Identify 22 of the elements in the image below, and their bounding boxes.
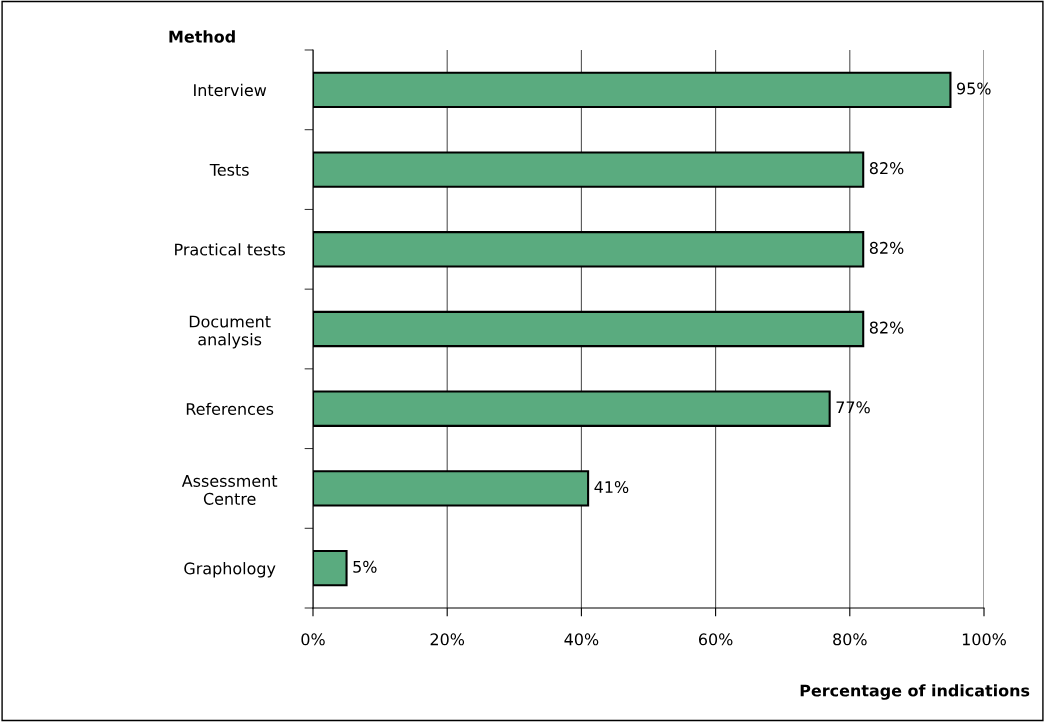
data-label: 82% — [869, 241, 904, 254]
y-tick-label: Tests — [209, 163, 249, 176]
y-tick-label: Assessment Centre — [181, 475, 278, 505]
y-axis-title: Method — [169, 30, 235, 43]
x-axis-title: Percentage of indications — [800, 684, 1030, 700]
x-tick-label: 0% — [301, 633, 325, 646]
y-tick-label: Graphology — [184, 562, 276, 578]
y-tick-label: Practical tests — [175, 243, 286, 256]
y-tick-label: References — [186, 402, 274, 416]
x-tick-label: 20% — [430, 633, 465, 646]
data-label: 82% — [869, 321, 904, 334]
y-tick-label: Interview — [194, 83, 267, 97]
x-tick-label: 60% — [698, 633, 733, 646]
x-tick-label: 80% — [833, 633, 867, 646]
data-label: 95% — [957, 82, 991, 95]
data-label: 82% — [869, 162, 904, 175]
y-tick-label: Document analysis — [189, 315, 271, 349]
data-label: 77% — [836, 401, 870, 414]
x-tick-label: 40% — [564, 633, 599, 646]
data-label: 5% — [353, 560, 377, 573]
x-tick-label: 100% — [962, 633, 1006, 646]
data-label: 41% — [594, 480, 629, 494]
